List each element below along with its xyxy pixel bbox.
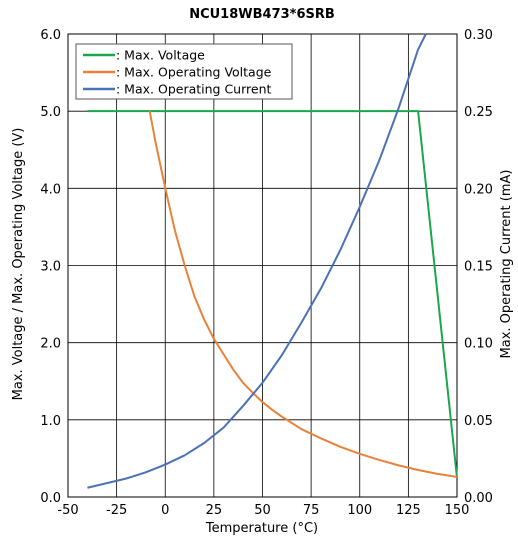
y-left-tick-label: 5.0 <box>40 105 61 120</box>
x-tick-label: 25 <box>206 503 223 518</box>
y-right-axis-label: Max. Operating Current (mA) <box>499 170 514 359</box>
x-tick-label: -25 <box>106 503 127 518</box>
y-left-tick-label: 0.0 <box>40 491 61 506</box>
y-right-tick-label: 0.25 <box>464 105 493 120</box>
grid <box>68 34 457 497</box>
legend-label: : Max. Voltage <box>116 48 205 63</box>
legend-label: : Max. Operating Voltage <box>116 65 272 80</box>
x-tick-label: 125 <box>396 503 421 518</box>
x-tick-label: 100 <box>347 503 372 518</box>
x-tick-label: 50 <box>254 503 271 518</box>
x-tick-label: 0 <box>161 503 169 518</box>
y-left-tick-label: 2.0 <box>40 337 61 352</box>
legend-label: : Max. Operating Current <box>116 82 271 97</box>
y-left-tick-label: 4.0 <box>40 182 61 197</box>
y-right-tick-label: 0.15 <box>464 260 493 275</box>
series-line <box>148 110 458 478</box>
x-tick-labels: -50 -25 0 25 50 75 100 125 150 <box>57 503 469 518</box>
y-right-tick-label: 0.05 <box>464 414 493 429</box>
y-left-tick-label: 6.0 <box>40 28 61 43</box>
y-right-tick-label: 0.20 <box>464 182 493 197</box>
y-right-tick-label: 0.10 <box>464 337 493 352</box>
legend: : Max. Voltage : Max. Operating Voltage : … <box>75 43 293 100</box>
x-axis-label: Temperature (°C) <box>205 521 318 536</box>
series-line <box>87 33 427 489</box>
y-left-tick-label: 1.0 <box>40 414 61 429</box>
series-line <box>87 110 458 478</box>
x-tick-label: 150 <box>445 503 470 518</box>
y-right-tick-label: 0.00 <box>464 491 493 506</box>
plot-frame <box>67 33 458 498</box>
y-left-axis-label: Max. Voltage / Max. Operating Voltage (V… <box>11 128 26 401</box>
series-layer <box>87 33 458 489</box>
chart-title: NCU18WB473*6SRB <box>189 7 335 22</box>
y-left-tick-labels: 0.0 1.0 2.0 3.0 4.0 5.0 6.0 <box>40 28 61 506</box>
y-right-tick-label: 0.30 <box>464 28 493 43</box>
y-right-tick-labels: 0.00 0.05 0.10 0.15 0.20 0.25 0.30 <box>464 28 493 506</box>
x-tick-label: -50 <box>57 503 78 518</box>
x-tick-label: 75 <box>303 503 320 518</box>
y-left-tick-label: 3.0 <box>40 260 61 275</box>
